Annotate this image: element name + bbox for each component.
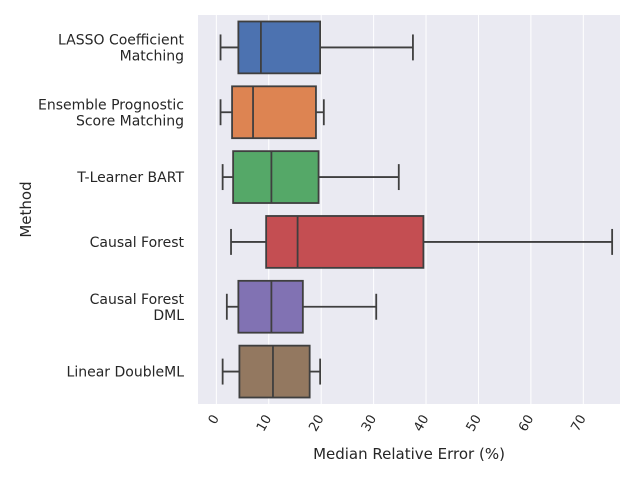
x-tick-label: 20: [306, 413, 327, 435]
box-item: [221, 344, 322, 399]
gridlines: [215, 15, 584, 404]
y-category-label: T-Learner BART: [76, 170, 184, 186]
box-iqr: [237, 20, 322, 75]
box-iqr: [231, 85, 317, 140]
y-category-label: Linear DoubleML: [67, 365, 185, 381]
y-category-label: Causal Forest: [90, 235, 185, 251]
box-item: [221, 150, 400, 204]
box-item: [230, 215, 614, 269]
box-item: [219, 20, 414, 75]
x-tick-label: 10: [254, 413, 275, 435]
x-tick-label: 50: [464, 413, 485, 435]
y-axis-label: Method: [17, 181, 35, 237]
x-tick-label: 40: [411, 413, 432, 435]
box-item: [225, 279, 378, 334]
box-iqr: [265, 215, 425, 269]
x-tick-label: 60: [516, 413, 537, 435]
box-item: [219, 85, 325, 140]
box-iqr: [238, 344, 311, 399]
x-tick-label: 30: [359, 413, 380, 435]
box-iqr: [232, 150, 320, 204]
y-category-label: Causal Forest DML: [90, 292, 185, 324]
x-axis-label: Median Relative Error (%): [313, 445, 505, 463]
x-tick-label: 70: [569, 413, 590, 435]
box-series: [219, 20, 614, 399]
x-tick-labels: 0 10 20 30 40 50 60 70: [206, 413, 590, 435]
x-tick-label: 0: [206, 413, 223, 428]
y-category-label: LASSO Coefficient Matching: [58, 32, 185, 64]
y-category-label: Ensemble Prognostic Score Matching: [38, 97, 184, 129]
y-category-labels: LASSO Coefficient Matching Ensemble Progno…: [38, 32, 185, 380]
